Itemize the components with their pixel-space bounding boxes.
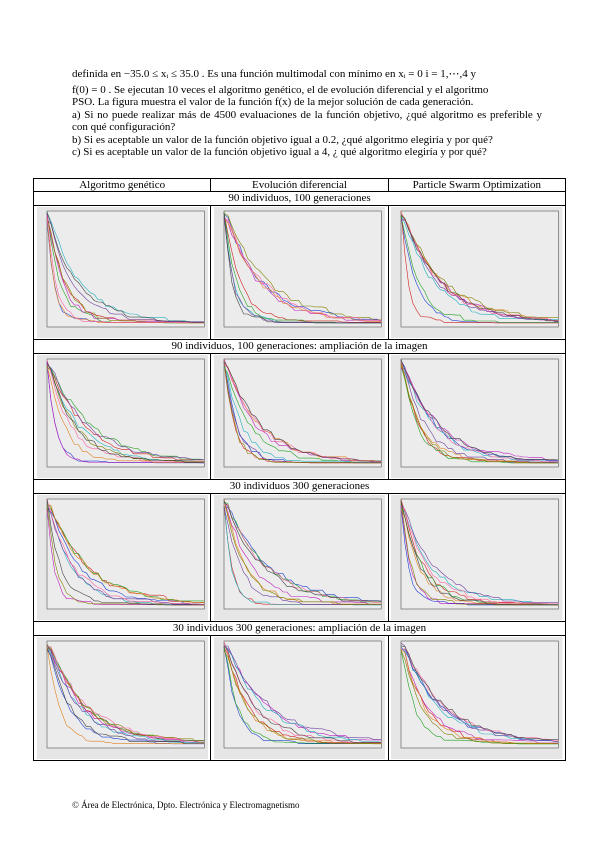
decorative-curve — [223, 645, 382, 743]
column-header: Evolución diferencial — [210, 178, 389, 192]
plot-thumbnail — [213, 207, 386, 338]
plot-thumbnail — [36, 207, 208, 338]
decorative-curve — [223, 212, 382, 323]
decorative-curve — [46, 504, 204, 603]
intro-line: f(0) = 0 . Se ejecutan 10 veces el algor… — [72, 83, 489, 96]
plot-area — [46, 210, 205, 328]
decorative-curve — [400, 361, 559, 462]
question: c) Si es aceptable un valor de la funció… — [72, 146, 487, 158]
plot-thumbnail — [213, 637, 386, 759]
decorative-curve — [46, 217, 204, 324]
decorative-curve — [46, 503, 204, 602]
column-header: Particle Swarm Optimization — [387, 178, 567, 192]
intro: definida en −35.0 ≤ xᵢ ≤ 35.0 . Es una f… — [72, 68, 542, 159]
decorative-curve — [223, 499, 382, 605]
decorative-curve — [400, 368, 559, 464]
decorative-curve — [46, 499, 204, 605]
decorative-curve — [223, 501, 382, 602]
plot-thumbnail — [391, 637, 563, 759]
decorative-curve — [46, 212, 204, 323]
decorative-curve — [400, 214, 559, 322]
plot-area — [223, 498, 382, 610]
column-header: Algoritmo genético — [32, 178, 212, 192]
decorative-curve — [400, 211, 559, 324]
plot-area — [223, 640, 382, 749]
decorative-curve — [400, 215, 559, 323]
decorative-curve — [400, 647, 559, 744]
decorative-curve — [46, 644, 204, 741]
decorative-curve — [400, 212, 559, 322]
decorative-curve — [400, 211, 559, 321]
decorative-curve — [400, 503, 559, 603]
decorative-curve — [400, 215, 559, 318]
plot-thumbnail — [391, 495, 563, 620]
footer: © Área de Electrónica, Dpto. Electrónica… — [72, 800, 300, 810]
plot-thumbnail — [391, 207, 563, 338]
decorative-curve — [223, 506, 382, 602]
plot-area — [400, 498, 559, 610]
decorative-curve — [223, 212, 382, 324]
question: a) Si no puede realizar más de 4500 eval… — [72, 108, 542, 134]
plot-area — [46, 498, 205, 610]
intro-line: definida en −35.0 ≤ xᵢ ≤ 35.0 . Es una f… — [72, 68, 476, 80]
decorative-curve — [46, 645, 204, 743]
decorative-curve — [46, 361, 204, 463]
decorative-curve — [400, 505, 559, 604]
decorative-curve — [46, 647, 204, 743]
decorative-curve — [46, 365, 204, 462]
decorative-curve — [46, 645, 204, 744]
decorative-curve — [46, 649, 204, 744]
plot-thumbnail — [36, 495, 208, 620]
decorative-curve — [223, 645, 382, 740]
decorative-curve — [46, 363, 204, 461]
plot-thumbnail — [213, 355, 386, 478]
decorative-curve — [400, 359, 559, 461]
decorative-curve — [400, 646, 559, 742]
decorative-curve — [46, 365, 204, 460]
decorative-curve — [400, 359, 559, 462]
plot-thumbnail — [36, 355, 208, 478]
decorative-curve — [223, 359, 382, 464]
decorative-curve — [223, 504, 382, 603]
results-table: Algoritmo genético Evolución diferencial… — [32, 178, 567, 761]
decorative-curve — [223, 642, 382, 743]
decorative-curve — [46, 498, 204, 606]
plot-thumbnail — [36, 637, 208, 759]
decorative-curve — [400, 363, 559, 464]
decorative-curve — [400, 649, 559, 744]
decorative-curve — [46, 366, 204, 462]
decorative-curve — [46, 646, 204, 743]
plot-thumbnail — [213, 495, 386, 620]
section-caption: 30 individuos 300 generaciones — [33, 479, 566, 494]
plot-area — [400, 640, 559, 749]
decorative-curve — [223, 218, 382, 322]
decorative-curve — [46, 365, 204, 463]
section-caption: 30 individuos 300 generaciones: ampliaci… — [33, 621, 566, 636]
section-caption: 90 individuos, 100 generaciones — [33, 191, 566, 206]
decorative-curve — [223, 218, 382, 321]
decorative-curve — [223, 650, 382, 745]
decorative-curve — [223, 361, 382, 462]
decorative-curve — [46, 219, 204, 323]
decorative-curve — [223, 499, 382, 605]
decorative-curve — [400, 500, 559, 606]
decorative-curve — [46, 646, 204, 744]
section-caption: 90 individuos, 100 generaciones: ampliac… — [33, 339, 566, 354]
plot-thumbnail — [391, 355, 563, 478]
intro-line: PSO. La figura muestra el valor de la fu… — [72, 96, 474, 108]
decorative-curve — [401, 645, 559, 740]
decorative-curve — [46, 508, 204, 605]
question: b) Si es aceptable un valor de la funció… — [72, 133, 493, 146]
decorative-curve — [400, 642, 559, 742]
plot-area — [46, 358, 205, 468]
decorative-curve — [400, 507, 559, 605]
decorative-curve — [400, 650, 559, 744]
plot-area — [400, 210, 559, 328]
